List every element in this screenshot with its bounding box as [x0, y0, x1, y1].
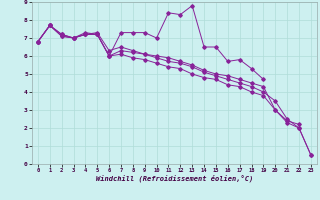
- X-axis label: Windchill (Refroidissement éolien,°C): Windchill (Refroidissement éolien,°C): [96, 175, 253, 182]
